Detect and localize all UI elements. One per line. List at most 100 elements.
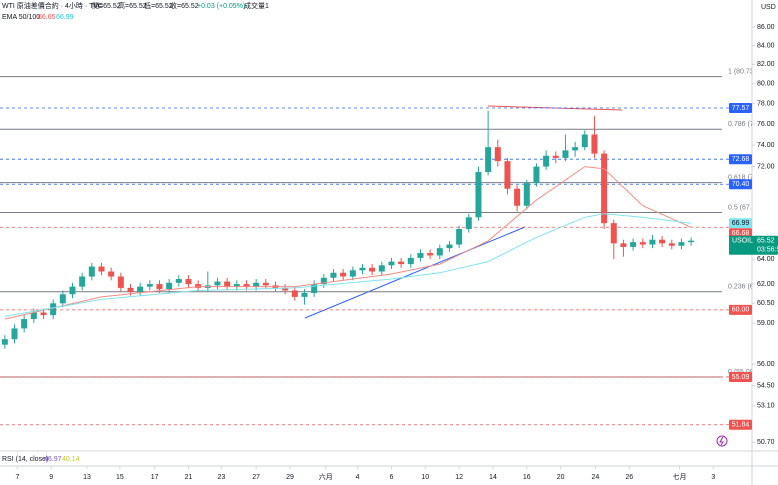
candle-body <box>514 188 521 206</box>
y-tick-label: 59.00 <box>757 320 775 327</box>
y-tick-label: 82.00 <box>757 61 775 68</box>
candle-body <box>378 265 385 272</box>
x-tick-label: 24 <box>592 474 600 481</box>
fib-label: 1 (80.73) <box>728 68 756 75</box>
candle-body <box>591 134 598 154</box>
candle-body <box>108 271 115 277</box>
header-high: 高=65.52 <box>118 1 147 10</box>
candle-body <box>79 276 86 287</box>
x-tick-label: 9 <box>49 474 53 481</box>
x-tick-label: 10 <box>421 474 429 481</box>
candle-body <box>185 279 192 285</box>
trend-line <box>487 105 623 111</box>
price-tag <box>729 179 752 190</box>
candle-body <box>166 282 173 290</box>
trend-line <box>304 226 526 319</box>
candle-body <box>639 242 646 245</box>
price-tag <box>729 218 752 229</box>
y-tick-label: 76.00 <box>757 121 775 128</box>
candle-body <box>156 284 163 290</box>
candle-body <box>485 147 492 173</box>
candle-body <box>475 172 482 218</box>
candle-body <box>456 229 463 245</box>
price-tag <box>729 419 752 430</box>
x-tick-label: 17 <box>151 474 159 481</box>
candle-body <box>543 155 550 167</box>
price-tag <box>729 154 752 165</box>
price-tag <box>729 371 752 382</box>
candle-body <box>11 328 18 340</box>
candle-body <box>117 276 124 288</box>
candle-body <box>224 281 231 287</box>
candle-body <box>50 303 57 316</box>
rsi-label: RSI (14, close) <box>2 456 48 463</box>
x-tick-label: 7 <box>15 474 19 481</box>
fib-label: 0.236 (61. <box>728 284 760 291</box>
ema-value: 66.65 <box>38 14 56 21</box>
candle-body <box>523 183 530 206</box>
candle-body <box>620 243 627 247</box>
y-tick-label: 72.00 <box>757 163 775 170</box>
plot: 1 (80.73) 0.786 (75. 0.618 (70. 0.5 (67.91 0… <box>0 68 760 426</box>
candle-body <box>40 312 47 316</box>
y-tick-label: 62.00 <box>757 281 775 288</box>
x-tick-label: 4 <box>356 474 360 481</box>
rsi-value: 40.14 <box>62 456 80 463</box>
candle-body <box>21 319 28 329</box>
candle-body <box>311 284 318 294</box>
x-tick-label: 13 <box>83 474 91 481</box>
x-tick-label: 15 <box>116 474 124 481</box>
price-tag-label: 51.84 <box>732 422 750 429</box>
x-tick-label: 23 <box>217 474 225 481</box>
header-low: 低=65.52 <box>144 1 173 10</box>
fib-label: 0.786 (75. <box>728 121 760 128</box>
y-tick-label: 53.10 <box>757 403 775 410</box>
price-tag-label: 66.68 <box>732 230 750 237</box>
candle-body <box>137 286 144 292</box>
price-tag-label: 72.68 <box>732 156 750 163</box>
x-tick-label: 27 <box>252 474 260 481</box>
x-tick-label: 29 <box>286 474 294 481</box>
alert-icon[interactable] <box>716 435 728 447</box>
last-price: 65.52 <box>757 238 775 245</box>
price-tag <box>729 304 752 315</box>
y-tick-label: 78.00 <box>757 101 775 108</box>
price-tag <box>729 103 752 114</box>
candle-body <box>630 242 637 247</box>
y-tick-label: 84.00 <box>757 42 775 49</box>
x-tick-label: 六月 <box>319 472 333 481</box>
candle-body <box>175 279 182 283</box>
header-change: +0.03 (+0.05%) <box>197 3 245 10</box>
x-tick-label: 20 <box>557 474 565 481</box>
y-tick-label: 86.00 <box>757 24 775 31</box>
candle-body <box>533 166 540 184</box>
x-tick-label: 21 <box>185 474 193 481</box>
candle-body <box>446 244 453 249</box>
price-tag-label: 55.09 <box>732 374 750 381</box>
candle-body <box>407 257 414 265</box>
countdown: 03:56:5 <box>757 247 778 254</box>
header-title: WTI 原油差價合約 · 4小時 · TVC <box>2 1 103 10</box>
candle-body <box>649 239 656 245</box>
candle-body <box>233 284 240 287</box>
candle-body <box>359 267 366 271</box>
y-tick-label: 64.00 <box>757 256 775 263</box>
ema-line <box>4 213 692 317</box>
candle-body <box>678 242 685 246</box>
ema-value: 66.99 <box>56 14 74 21</box>
candle-body <box>494 147 501 162</box>
x-tick-label: 七月 <box>673 472 687 481</box>
candle-body <box>388 261 395 266</box>
y-tick-label: 60.50 <box>757 300 775 307</box>
candle-body <box>601 153 608 224</box>
x-tick-label: 26 <box>625 474 633 481</box>
alert-icon-bolt <box>719 436 724 446</box>
candle-body <box>330 272 337 278</box>
candle-body <box>320 277 327 285</box>
candle-body <box>688 240 695 243</box>
y-tick-label: 74.00 <box>757 142 775 149</box>
fib-label: 0.618 (70. <box>728 174 760 181</box>
price-tag-label: 60.00 <box>732 307 750 314</box>
candle-body <box>427 253 434 256</box>
